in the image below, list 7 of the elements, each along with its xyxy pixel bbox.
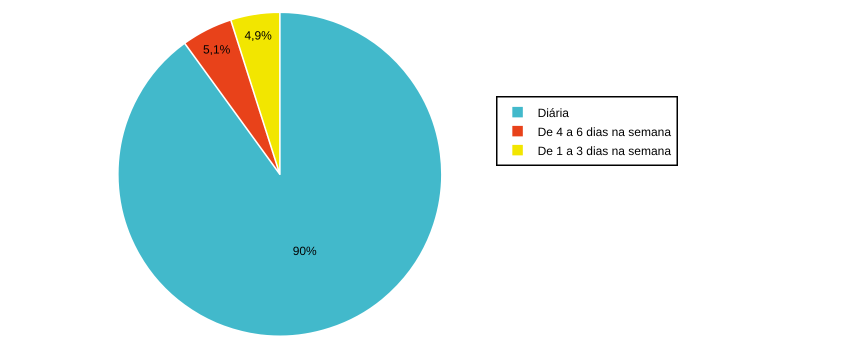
legend-label: De 4 a 6 dias na semana <box>538 124 672 139</box>
data-label: 90% <box>292 244 318 258</box>
data-label: 4,9% <box>244 28 272 42</box>
pie-slice <box>117 12 442 337</box>
data-label: 5,1% <box>202 42 231 57</box>
legend-label: De 1 a 3 dias na semana <box>538 144 672 158</box>
legend-label: Diária <box>538 106 570 120</box>
